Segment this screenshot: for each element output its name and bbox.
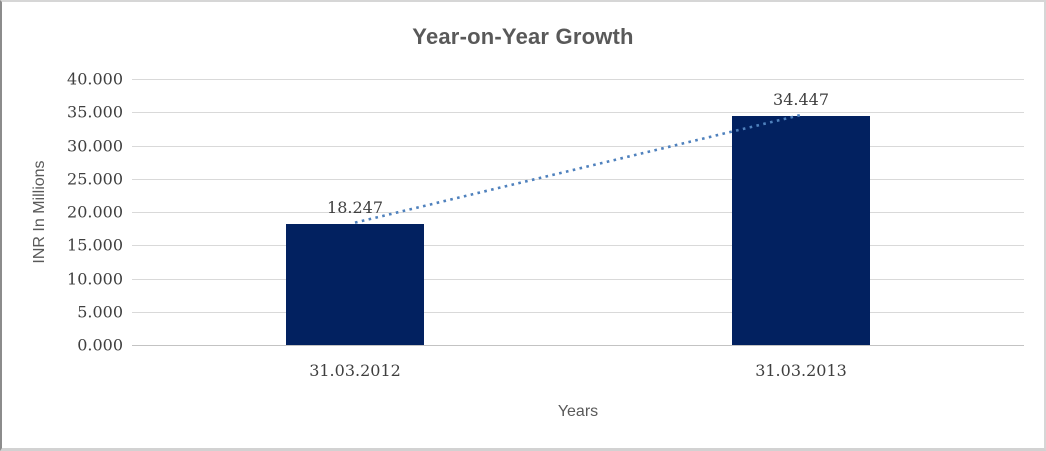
gridline xyxy=(132,311,1024,313)
trendline-dotted xyxy=(354,113,802,224)
x-category-label: 31.03.2013 xyxy=(755,361,847,380)
y-tick-label: 20.000 xyxy=(67,202,123,222)
y-axis-tick-labels: 0.000 5.000 10.000 15.000 20.000 25.000 30.000… xyxy=(2,70,123,355)
plot-area: 18.247 34.447 xyxy=(132,79,1024,346)
y-tick-label: 5.000 xyxy=(77,302,123,322)
y-tick-label: 30.000 xyxy=(67,136,123,155)
x-axis-title: Years xyxy=(557,403,599,420)
y-tick-label: 0.000 xyxy=(77,335,123,355)
gridline xyxy=(132,79,1024,80)
gridline xyxy=(132,212,1024,213)
y-tick-label: 25.000 xyxy=(67,169,123,189)
gridline xyxy=(132,112,1024,114)
gridline xyxy=(132,178,1024,180)
gridline xyxy=(132,245,1024,247)
y-tick-label: 10.000 xyxy=(67,269,123,288)
bar-data-label: 34.447 xyxy=(773,89,829,109)
y-tick-label: 40.000 xyxy=(67,69,123,89)
x-category-label: 31.03.2012 xyxy=(309,361,401,380)
gridline xyxy=(132,278,1024,280)
gridline xyxy=(132,145,1024,147)
x-axis-line xyxy=(132,345,1024,346)
x-axis-category-labels: 31.03.2012 31.03.2013 xyxy=(132,361,1024,383)
chart-title: Year-on-Year Growth xyxy=(412,24,634,49)
bar xyxy=(732,115,870,345)
y-tick-label: 15.000 xyxy=(67,235,123,255)
bar xyxy=(286,223,424,345)
y-tick-label: 35.000 xyxy=(67,102,123,122)
bar-data-label: 18.247 xyxy=(327,197,383,217)
